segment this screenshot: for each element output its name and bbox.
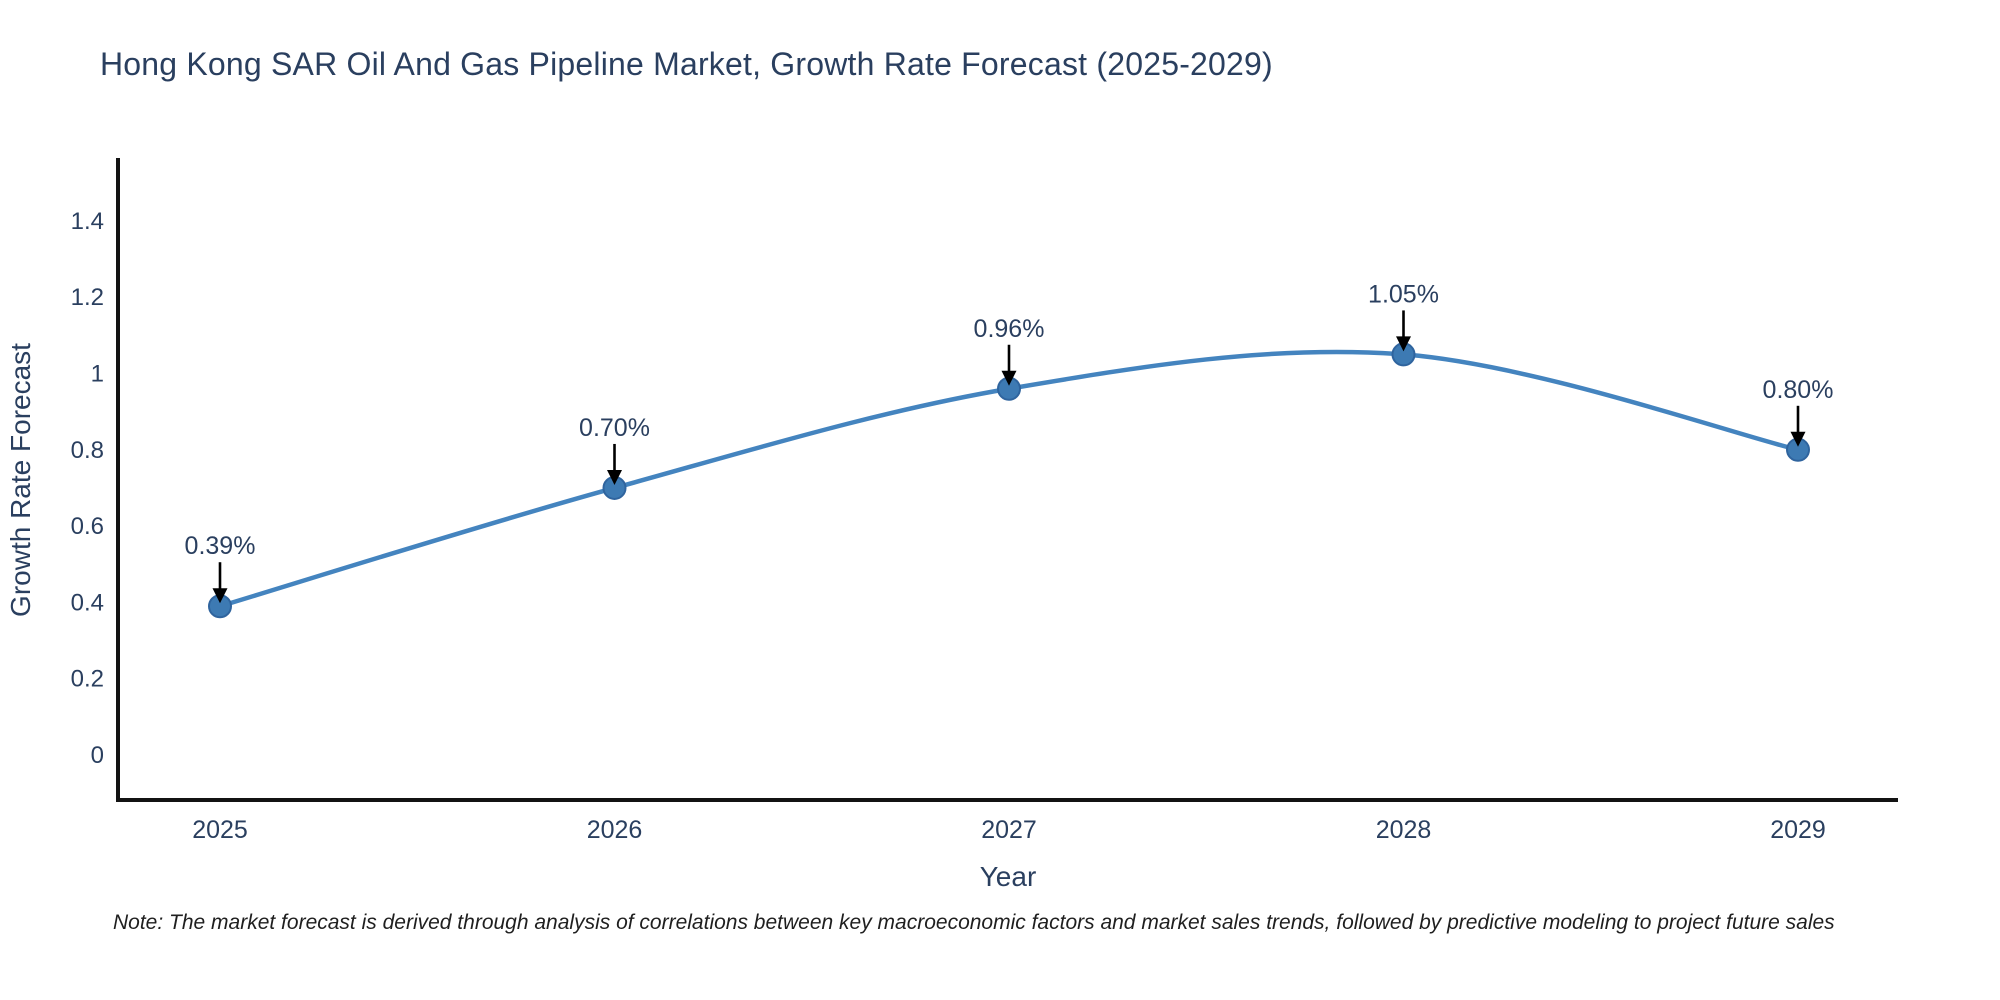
y-axis-title: Growth Rate Forecast [5, 343, 36, 617]
x-tick-label: 2025 [192, 816, 248, 844]
y-tick-label: 0.8 [71, 437, 104, 464]
footnote: Note: The market forecast is derived thr… [113, 911, 1835, 934]
annotation-arrowhead [212, 588, 228, 604]
y-tick-label: 1.2 [71, 284, 104, 311]
x-axis-title: Year [980, 861, 1037, 892]
y-tick-label: 0.6 [71, 513, 104, 540]
annotation-label: 0.70% [579, 414, 650, 442]
y-tick-label: 1.4 [71, 208, 104, 235]
annotation-arrowhead [1001, 370, 1017, 386]
annotation-label: 0.80% [1763, 376, 1834, 404]
chart-title: Hong Kong SAR Oil And Gas Pipeline Marke… [100, 46, 1273, 82]
y-tick-label: 0.4 [71, 589, 104, 616]
x-tick-label: 2028 [1376, 816, 1432, 844]
annotation-arrowhead [1790, 431, 1806, 447]
annotation-label: 1.05% [1368, 280, 1439, 308]
y-tick-label: 0.2 [71, 666, 104, 693]
annotation-label: 0.96% [974, 315, 1045, 343]
x-tick-label: 2027 [981, 816, 1037, 844]
plot-area: 0 0.2 0.4 0.6 0.8 1 1.2 1.4 2025 2026 2027 2028 2029… [71, 208, 1834, 844]
x-tick-label: 2029 [1770, 816, 1826, 844]
annotation-arrowhead [1396, 336, 1411, 352]
x-tick-label: 2026 [587, 816, 643, 844]
annotation-label: 0.39% [185, 532, 256, 560]
y-tick-label: 0 [91, 742, 104, 769]
y-tick-label: 1 [91, 361, 104, 388]
annotation-arrowhead [607, 469, 622, 485]
